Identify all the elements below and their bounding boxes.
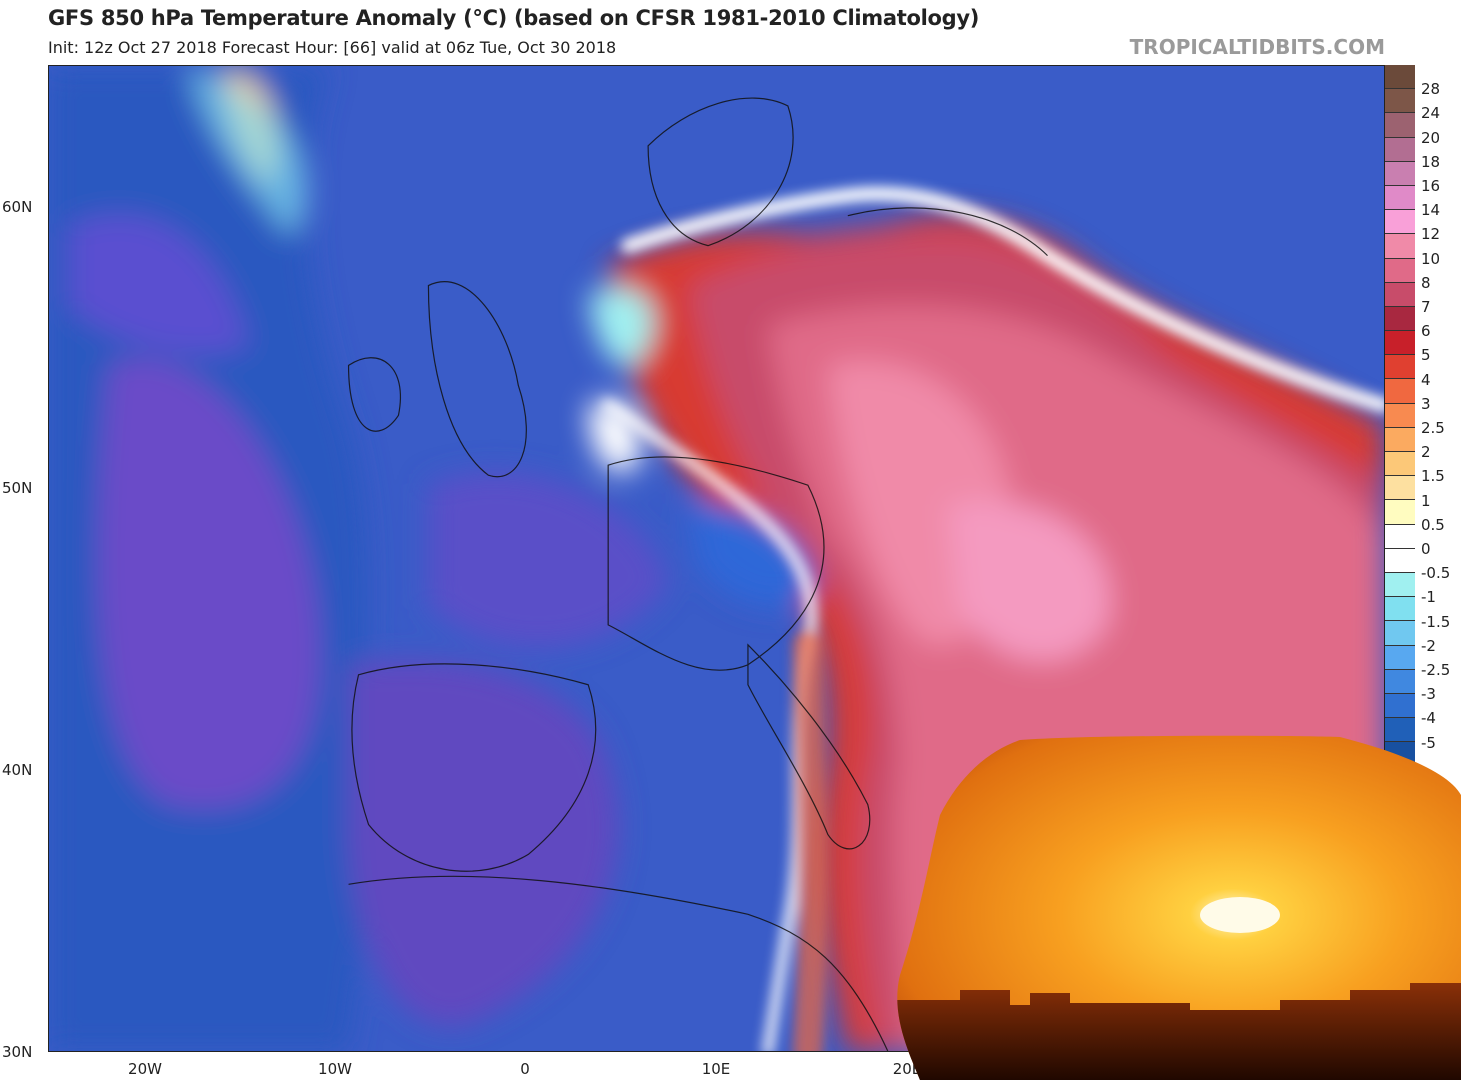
- colorbar-bin: [1385, 621, 1415, 646]
- colorbar-label: 5: [1421, 346, 1431, 365]
- colorbar-bin: [1385, 331, 1415, 356]
- colorbar-bin: [1385, 403, 1415, 428]
- colorbar-label: 2.5: [1421, 419, 1445, 437]
- colorbar-bin: [1385, 113, 1415, 138]
- colorbar-label: -1.5: [1421, 612, 1451, 631]
- colorbar-label: -3: [1421, 685, 1436, 704]
- colorbar-bin: [1385, 185, 1415, 211]
- lon-label-10e: 10E: [701, 1060, 731, 1078]
- colorbar: [1385, 65, 1415, 767]
- colorbar-bin: [1385, 210, 1415, 235]
- lat-label-30n: 30N: [2, 1043, 33, 1061]
- colorbar-label: 1: [1421, 491, 1431, 510]
- colorbar-label: 0.5: [1421, 515, 1445, 534]
- colorbar-label: 12: [1421, 225, 1441, 244]
- source-credit: TROPICALTIDBITS.COM: [1129, 35, 1385, 59]
- colorbar-bin: [1385, 597, 1415, 622]
- lon-label-10w: 10W: [318, 1060, 352, 1078]
- colorbar-bin: [1385, 645, 1415, 670]
- colorbar-bin: [1385, 669, 1415, 694]
- lat-label-50n: 50N: [2, 479, 33, 497]
- colorbar-bin: [1385, 500, 1415, 525]
- colorbar-bin: [1385, 355, 1415, 380]
- map-title: GFS 850 hPa Temperature Anomaly (°C) (ba…: [48, 6, 980, 30]
- colorbar-bin: [1385, 427, 1415, 452]
- temperature-anomaly-map: [48, 65, 1385, 1052]
- colorbar-label: 2: [1421, 443, 1431, 462]
- colorbar-bin: [1385, 234, 1415, 259]
- colorbar-label: 8: [1421, 273, 1431, 292]
- colorbar-bin: [1385, 572, 1415, 598]
- colorbar-bin: [1385, 379, 1415, 404]
- colorbar-label: 4: [1421, 370, 1431, 389]
- colorbar-bin: [1385, 718, 1415, 743]
- colorbar-bin: [1385, 693, 1415, 719]
- sunset-photo: [897, 735, 1461, 1080]
- colorbar-label: 3: [1421, 394, 1431, 413]
- colorbar-label: 24: [1421, 104, 1441, 123]
- colorbar-label: -2: [1421, 636, 1436, 655]
- colorbar-bin: [1385, 161, 1415, 186]
- colorbar-label: 16: [1421, 177, 1441, 195]
- colorbar-bin: [1385, 548, 1415, 573]
- colorbar-label: 18: [1421, 152, 1441, 171]
- lon-label-20w: 20W: [128, 1060, 162, 1078]
- colorbar-bin: [1385, 452, 1415, 477]
- colorbar-label: -1: [1421, 588, 1436, 607]
- colorbar-bin: [1385, 282, 1415, 307]
- colorbar-label: 20: [1421, 128, 1441, 147]
- colorbar-bin: [1385, 258, 1415, 283]
- colorbar-bin: [1385, 65, 1415, 90]
- map-subtitle: Init: 12z Oct 27 2018 Forecast Hour: [66…: [48, 38, 617, 57]
- colorbar-label: 14: [1421, 201, 1441, 220]
- lon-label-0: 0: [520, 1060, 530, 1078]
- colorbar-bin: [1385, 89, 1415, 114]
- colorbar-label: -5: [1421, 733, 1436, 752]
- colorbar-label: 28: [1421, 80, 1441, 99]
- colorbar-bin: [1385, 137, 1415, 162]
- colorbar-bin: [1385, 476, 1415, 501]
- colorbar-label: -2.5: [1421, 661, 1451, 679]
- lat-label-60n: 60N: [2, 198, 33, 216]
- colorbar-label: -4: [1421, 709, 1436, 728]
- colorbar-label: -0.5: [1421, 564, 1451, 583]
- lat-label-40n: 40N: [2, 761, 33, 779]
- colorbar-label: 1.5: [1421, 467, 1445, 486]
- colorbar-label: 10: [1421, 249, 1441, 268]
- colorbar-bin: [1385, 306, 1415, 332]
- colorbar-bin: [1385, 524, 1415, 549]
- colorbar-label: 0: [1421, 540, 1431, 558]
- colorbar-label: 7: [1421, 298, 1431, 316]
- colorbar-label: 6: [1421, 322, 1431, 341]
